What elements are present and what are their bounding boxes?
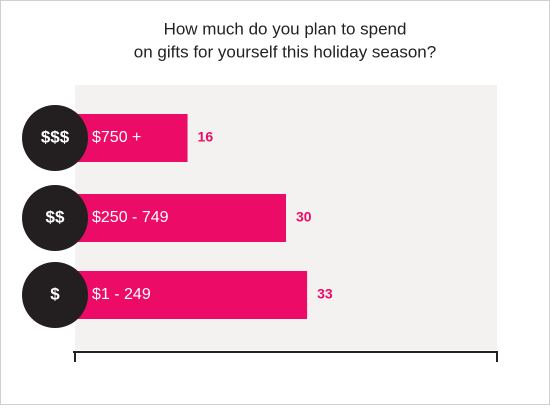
value-label: 33 [317, 286, 333, 302]
category-label: $250 - 749 [92, 209, 169, 226]
bar [75, 271, 308, 319]
bar [75, 194, 286, 242]
icon-label: $ [50, 284, 60, 303]
icon-circle [22, 262, 88, 328]
value-label: 16 [198, 129, 214, 145]
icon-label: $$$ [41, 127, 70, 146]
icon-circle [22, 185, 88, 251]
chart-title: on gifts for yourself this holiday seaso… [134, 42, 436, 61]
value-label: 30 [296, 209, 312, 225]
category-label: $1 - 249 [92, 286, 151, 303]
icon-circle [22, 105, 88, 171]
chart-title: How much do you plan to spend [164, 19, 407, 38]
bar [75, 114, 188, 162]
icon-label: $$ [46, 207, 65, 226]
category-label: $750 + [92, 129, 141, 146]
